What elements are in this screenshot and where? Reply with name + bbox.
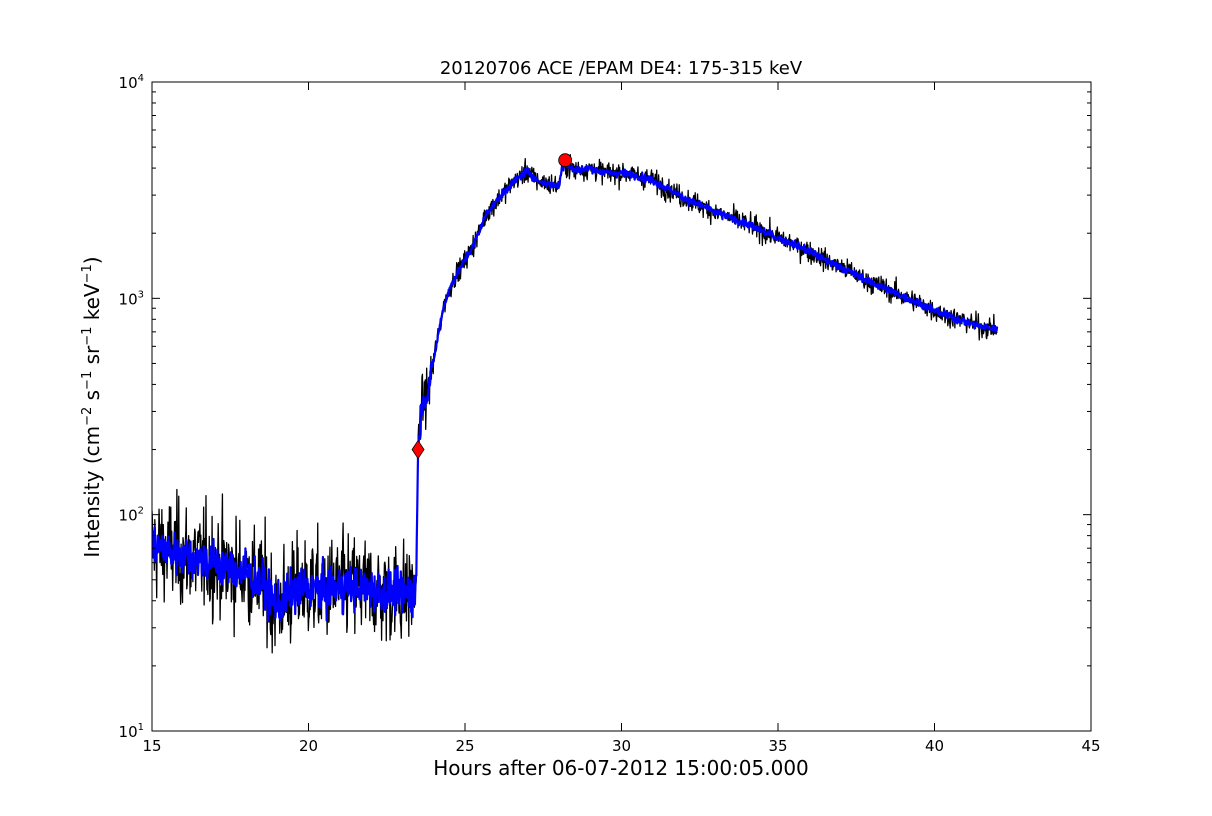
x-tick-label: 15	[142, 737, 161, 755]
y-label-sup1: −2	[80, 407, 95, 426]
series-raw-line	[152, 154, 998, 654]
x-tick-label: 20	[299, 737, 318, 755]
y-label-mid2: sr	[80, 345, 104, 371]
y-tick-label: 104	[119, 73, 144, 92]
y-tick-label: 102	[119, 506, 144, 525]
y-label-sup3: −1	[80, 327, 95, 346]
x-axis-label: Hours after 06-07-2012 15:00:05.000	[433, 756, 809, 780]
y-tick-label: 101	[119, 722, 144, 741]
x-tick-label: 25	[455, 737, 474, 755]
y-label-suffix: )	[80, 256, 104, 264]
plot-area	[152, 153, 999, 654]
plot-frame	[151, 81, 1092, 732]
y-label-mid1: s	[80, 390, 104, 407]
x-tick-label: 40	[925, 737, 944, 755]
x-tick-label: 30	[612, 737, 631, 755]
y-label-sup2: −1	[80, 371, 95, 390]
y-label-sup4: −1	[80, 264, 95, 283]
peak-marker	[558, 153, 573, 168]
onset-marker	[411, 439, 425, 460]
y-axis-label: Intensity (cm−2 s−1 sr−1 keV−1)	[80, 256, 104, 557]
chart-title: 20120706 ACE /EPAM DE4: 175-315 keV	[440, 58, 803, 79]
y-label-mid3: keV	[80, 283, 104, 327]
y-tick-label: 103	[119, 289, 144, 308]
x-tick-label: 35	[768, 737, 787, 755]
x-tick-label: 45	[1081, 737, 1100, 755]
series-smoothed-line	[152, 162, 999, 623]
y-label-prefix: Intensity (cm	[80, 426, 104, 558]
